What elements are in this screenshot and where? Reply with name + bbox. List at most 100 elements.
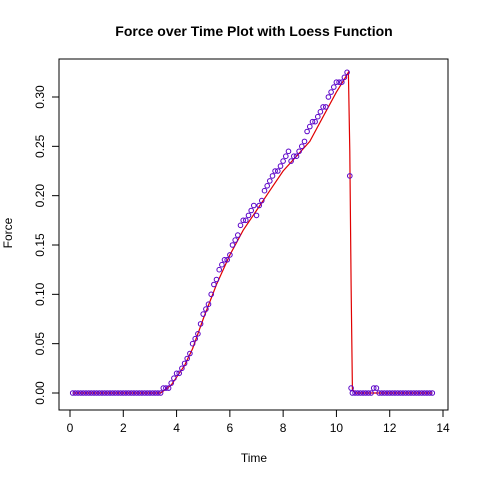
data-point	[80, 390, 87, 396]
data-point	[77, 390, 84, 396]
data-point	[91, 390, 97, 396]
y-tick-label: 0.05	[33, 332, 47, 356]
data-point	[418, 390, 425, 396]
data-point	[354, 390, 361, 396]
data-point	[93, 390, 100, 396]
data-point	[253, 212, 260, 219]
data-point	[131, 390, 137, 396]
y-axis: 0.00 0.05 0.10 0.15 0.20 0.25 0.30	[33, 85, 60, 405]
data-point	[317, 109, 324, 115]
data-point	[125, 390, 132, 396]
data-point	[394, 390, 401, 396]
data-point	[424, 390, 430, 396]
x-axis-label: Time	[241, 451, 268, 465]
data-point	[349, 390, 356, 396]
data-point	[429, 390, 436, 396]
y-tick-label: 0.20	[33, 184, 47, 208]
data-point	[272, 168, 278, 174]
y-tick-label: 0.25	[33, 134, 47, 158]
data-point	[400, 390, 406, 396]
data-point	[256, 202, 263, 209]
data-point	[405, 390, 412, 396]
data-point	[243, 217, 249, 224]
data-point	[128, 390, 135, 396]
data-point	[333, 79, 340, 85]
data-point	[381, 390, 388, 396]
data-point	[176, 370, 182, 377]
data-point	[277, 163, 284, 169]
data-point	[344, 69, 350, 76]
data-point	[69, 390, 76, 396]
data-point	[368, 390, 374, 396]
data-point	[139, 390, 145, 396]
data-point	[173, 370, 180, 377]
data-point	[216, 266, 222, 273]
x-tick-label: 8	[280, 421, 287, 435]
data-point	[133, 390, 140, 396]
data-point	[157, 390, 164, 396]
data-point	[112, 390, 119, 396]
data-point	[104, 390, 111, 396]
data-point	[291, 153, 297, 159]
data-point	[101, 390, 108, 396]
data-point	[312, 118, 318, 125]
data-point	[331, 84, 337, 90]
data-point	[240, 217, 246, 224]
x-axis: 0 2 4 6 8 10 12 14	[67, 409, 450, 435]
x-tick-label: 12	[383, 421, 397, 435]
data-point	[83, 390, 89, 396]
y-tick-label: 0.15	[33, 233, 47, 257]
data-point	[413, 390, 420, 396]
points-layer	[69, 69, 436, 396]
data-point	[149, 390, 156, 396]
data-point	[163, 385, 169, 391]
data-point	[181, 360, 188, 367]
x-tick-label: 6	[227, 421, 234, 435]
data-point	[155, 390, 161, 396]
data-point	[397, 390, 404, 396]
data-point	[187, 350, 193, 357]
data-point	[107, 390, 113, 396]
data-point	[141, 390, 148, 396]
data-point	[211, 281, 217, 288]
data-point	[251, 202, 257, 209]
x-tick-label: 2	[120, 421, 127, 435]
data-point	[195, 331, 201, 337]
data-point	[304, 128, 310, 135]
data-point	[72, 390, 79, 396]
data-point	[269, 173, 276, 179]
data-point	[264, 183, 271, 189]
data-point	[123, 390, 129, 396]
data-point	[120, 390, 127, 396]
y-axis-label: Force	[1, 217, 15, 248]
data-point	[325, 94, 332, 100]
data-point	[197, 321, 204, 327]
data-point	[362, 390, 369, 396]
y-tick-label: 0.00	[33, 381, 47, 405]
data-point	[421, 390, 428, 396]
data-point	[184, 355, 190, 362]
data-point	[88, 390, 95, 396]
data-point	[285, 148, 292, 155]
data-point	[179, 365, 185, 372]
data-point	[370, 385, 377, 391]
data-point	[96, 390, 103, 396]
data-point	[224, 257, 230, 263]
data-point	[373, 385, 380, 391]
data-point	[296, 148, 302, 155]
data-point	[168, 380, 174, 386]
y-tick-label: 0.30	[33, 85, 47, 109]
data-point	[136, 390, 143, 396]
data-point	[336, 79, 342, 85]
data-point	[301, 138, 308, 145]
data-point	[408, 390, 414, 396]
data-point	[219, 261, 225, 268]
x-tick-label: 14	[436, 421, 450, 435]
data-point	[315, 113, 321, 120]
data-point	[402, 390, 409, 396]
data-point	[410, 390, 417, 396]
data-point	[288, 158, 294, 164]
data-point	[360, 390, 366, 396]
data-point	[376, 390, 382, 396]
